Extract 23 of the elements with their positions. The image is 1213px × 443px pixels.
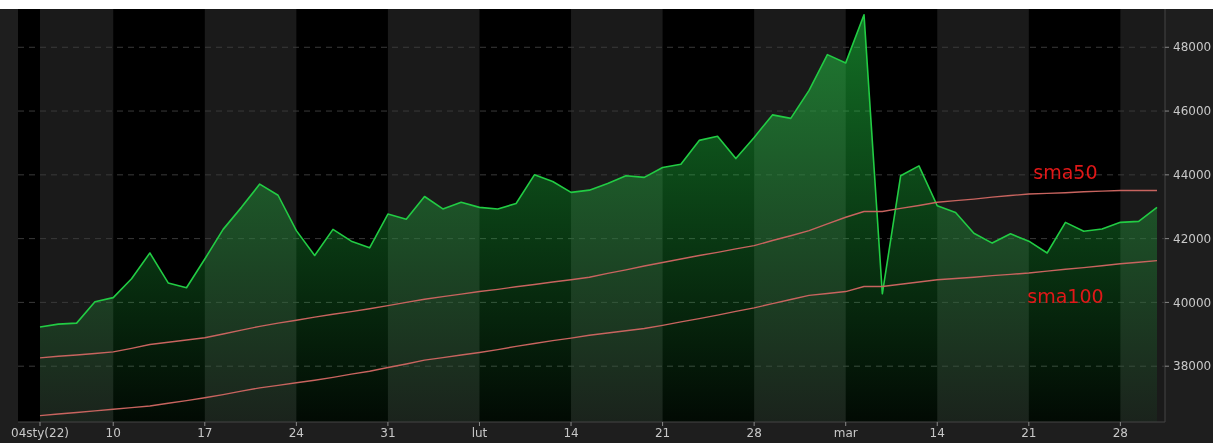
x-tick-label: 14	[563, 426, 579, 440]
x-tick-label: 24	[288, 426, 304, 440]
x-tick-label: 04sty(22)	[11, 426, 69, 440]
x-tick-label: 28	[1112, 426, 1129, 440]
y-tick-label: 40000	[1173, 295, 1212, 310]
y-tick-label: 46000	[1173, 104, 1212, 119]
x-tick-label: 28	[746, 426, 762, 440]
y-tick-label: 44000	[1173, 168, 1212, 183]
x-tick-label: 31	[380, 426, 396, 440]
x-tick-label: mar	[833, 426, 858, 440]
y-tick-label: 42000	[1173, 231, 1212, 246]
x-tick-label: 17	[197, 426, 213, 440]
x-tick-label: 14	[929, 426, 945, 440]
series-label: sma50	[1033, 160, 1098, 183]
y-tick-label: 48000	[1173, 40, 1212, 55]
x-tick-label: 21	[1021, 426, 1037, 440]
x-tick-label: 10	[105, 426, 121, 440]
x-tick-label: lut	[471, 426, 488, 440]
x-tick-label: 21	[654, 426, 671, 440]
series-label: sma100	[1027, 285, 1104, 308]
line-series	[39, 259, 1158, 417]
line-series	[39, 189, 1158, 359]
y-tick-label: 38000	[1173, 359, 1212, 374]
